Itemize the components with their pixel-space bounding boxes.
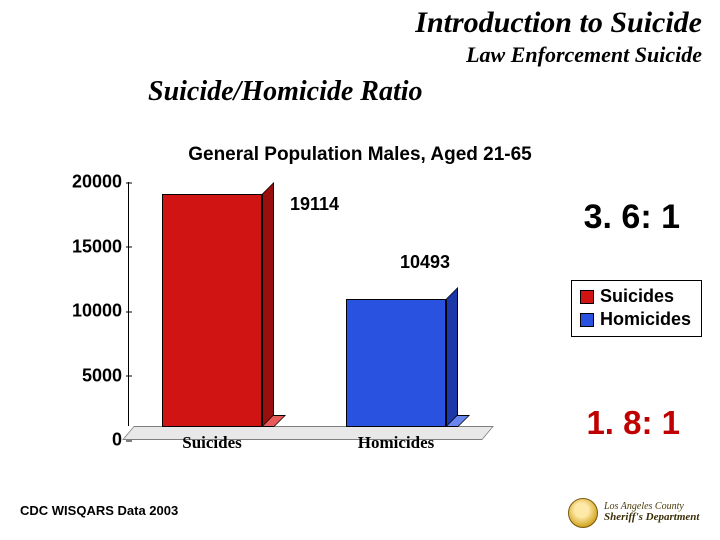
value-label-suicides: 19114 bbox=[290, 194, 339, 215]
legend-swatch-homicides bbox=[580, 313, 594, 327]
page-title: Introduction to Suicide bbox=[415, 6, 702, 40]
badge-text: Los Angeles County Sheriff's Department bbox=[604, 502, 699, 524]
y-axis bbox=[128, 182, 129, 426]
legend-label-suicides: Suicides bbox=[600, 285, 674, 308]
legend-label-homicides: Homicides bbox=[600, 308, 691, 331]
xlabel-homicides: Homicides bbox=[358, 433, 435, 453]
source-note: CDC WISQARS Data 2003 bbox=[20, 503, 178, 518]
legend-item-homicides: Homicides bbox=[580, 308, 691, 331]
bar-homicides-front bbox=[346, 299, 446, 427]
bar-suicides-side bbox=[262, 182, 274, 427]
legend-item-suicides: Suicides bbox=[580, 285, 691, 308]
dept-badge: Los Angeles County Sheriff's Department bbox=[568, 494, 708, 532]
value-label-homicides: 10493 bbox=[400, 252, 450, 273]
xlabel-suicides: Suicides bbox=[182, 433, 242, 453]
badge-star-icon bbox=[568, 498, 598, 528]
chart-title: General Population Males, Aged 21-65 bbox=[0, 144, 720, 166]
legend-swatch-suicides bbox=[580, 290, 594, 304]
ytick-0: 0 bbox=[54, 430, 122, 451]
ratio-secondary: 1. 8: 1 bbox=[586, 404, 680, 442]
bar-homicides-side bbox=[446, 287, 458, 427]
ytick-1: 5000 bbox=[54, 365, 122, 386]
badge-line2: Sheriff's Department bbox=[604, 512, 699, 524]
plot-area: 20000 15000 10000 5000 0 Suicides 19114 … bbox=[128, 182, 488, 440]
ytick-2: 10000 bbox=[54, 301, 122, 322]
bar-suicides-front bbox=[162, 194, 262, 427]
plot-floor-surface bbox=[122, 426, 494, 440]
ratio-primary: 3. 6: 1 bbox=[584, 198, 680, 237]
section-heading: Suicide/Homicide Ratio bbox=[148, 76, 423, 108]
legend: Suicides Homicides bbox=[571, 280, 702, 337]
ytick-4: 20000 bbox=[54, 172, 122, 193]
page-subtitle: Law Enforcement Suicide bbox=[466, 42, 702, 68]
ytick-3: 15000 bbox=[54, 236, 122, 257]
